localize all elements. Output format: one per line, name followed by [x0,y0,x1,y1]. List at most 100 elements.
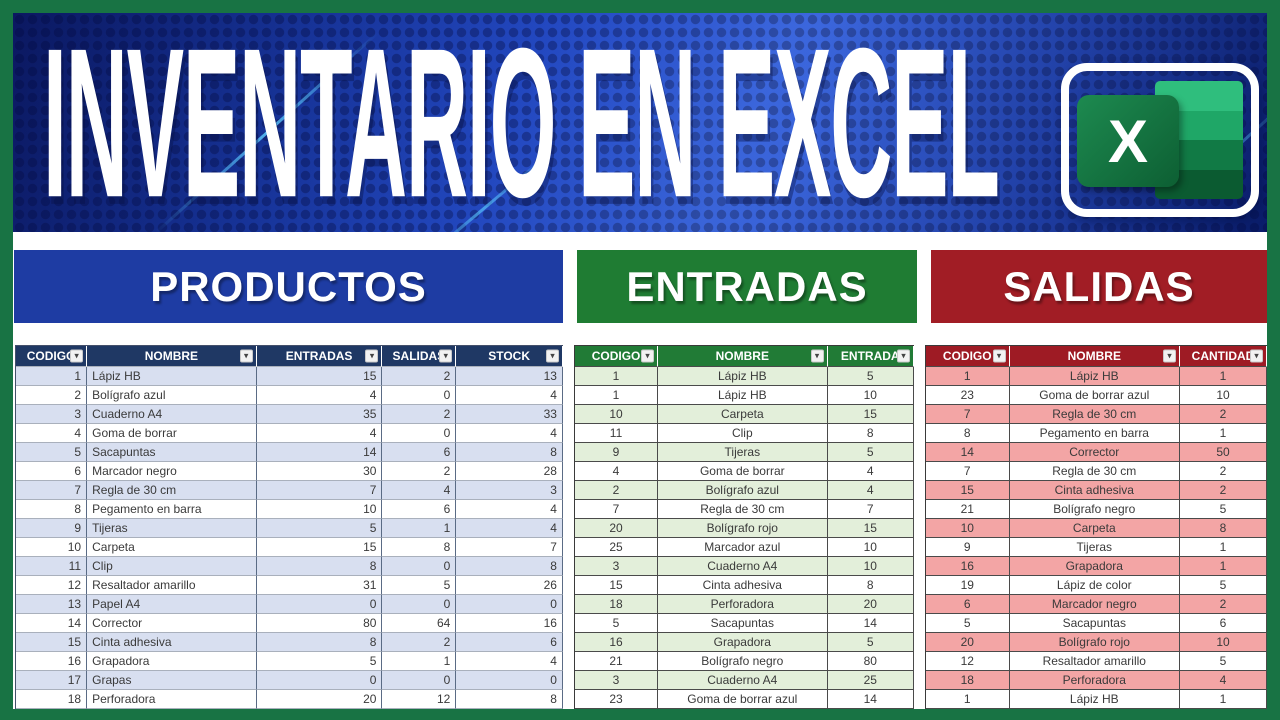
table-row: 14 Corrector 80 64 16 [16,614,563,633]
table-cell: 5 [256,652,383,671]
table-cell: 15 [256,367,383,386]
table-cell: 11 [16,557,88,576]
table-cell: Sacapuntas [87,443,257,462]
table-row: 3 Cuaderno A4 35 2 33 [16,405,563,424]
table-cell: 3 [456,481,563,500]
table-cell: 3 [575,671,659,690]
table-cell: 8 [16,500,88,519]
table-cell: 1 [926,367,1010,386]
table-row: 11 Clip 8 [575,424,914,443]
table-cell: 4 [256,386,383,405]
table-row: 1 Lápiz HB 1 [926,367,1267,386]
table-cell: 2 [575,481,659,500]
column-header-label: NOMBRE [144,349,199,363]
table-cell: 9 [16,519,88,538]
table-row: 5 Sacapuntas 14 6 8 [16,443,563,462]
filter-dropdown-icon[interactable]: ▾ [641,349,655,363]
column-header-label: CANTIDAD [1191,349,1255,363]
table-cell: 1 [1180,424,1267,443]
filter-dropdown-icon[interactable]: ▾ [810,349,824,363]
table-cell: 18 [926,671,1010,690]
table-cell: 1 [1180,538,1267,557]
table-cell: 30 [256,462,383,481]
filter-dropdown-icon[interactable]: ▾ [70,349,84,363]
table-cell: 23 [926,386,1010,405]
table-cell: 7 [827,500,914,519]
table-row: 23 Goma de borrar azul 14 [575,690,914,709]
table-cell: Goma de borrar azul [1009,386,1181,405]
table-cell: 1 [575,386,659,405]
filter-dropdown-icon[interactable]: ▾ [1249,349,1263,363]
table-cell: 0 [256,671,383,690]
table-cell: 15 [926,481,1010,500]
table-row: 11 Clip 8 0 8 [16,557,563,576]
table-cell: Tijeras [658,443,828,462]
salidas-table: CODIGO ▾ NOMBRE ▾ CANTIDAD ▾ 1 Lápiz HB 1 23 Goma … [925,345,1267,709]
table-row: 3 Cuaderno A4 25 [575,671,914,690]
filter-dropdown-icon[interactable]: ▾ [1163,349,1177,363]
column-header-label: ENTRADAS [285,349,353,363]
table-cell: Pegamento en barra [1009,424,1181,443]
table-row: 9 Tijeras 1 [926,538,1267,557]
table-cell: 1 [1180,557,1267,576]
table-cell: 18 [16,690,88,709]
table-cell: Lápiz de color [1009,576,1181,595]
table-cell: Tijeras [1009,538,1181,557]
table-cell: Cuaderno A4 [658,671,828,690]
table-cell: 26 [456,576,563,595]
table-cell: 20 [827,595,914,614]
filter-dropdown-icon[interactable]: ▾ [896,349,910,363]
table-cell: Sacapuntas [1009,614,1181,633]
column-header-label: ENTRADA [840,349,900,363]
table-cell: 12 [382,690,457,709]
table-cell: Marcador negro [87,462,257,481]
table-cell: 8 [456,557,563,576]
table-cell: 9 [575,443,659,462]
table-cell: 2 [1180,595,1267,614]
table-cell: 6 [1180,614,1267,633]
table-cell: Grapas [87,671,257,690]
table-row: 6 Marcador negro 30 2 28 [16,462,563,481]
filter-dropdown-icon[interactable]: ▾ [545,349,559,363]
table-cell: 8 [827,424,914,443]
table-cell: 16 [926,557,1010,576]
table-cell: Resaltador amarillo [1009,652,1181,671]
table-cell: Cinta adhesiva [1009,481,1181,500]
table-row: 10 Carpeta 15 [575,405,914,424]
table-cell: 10 [926,519,1010,538]
table-row: 1 Lápiz HB 5 [575,367,914,386]
table-cell: 16 [16,652,88,671]
table-cell: 15 [256,538,383,557]
table-cell: 10 [827,538,914,557]
table-cell: Regla de 30 cm [658,500,828,519]
table-row: 9 Tijeras 5 1 4 [16,519,563,538]
table-cell: Lápiz HB [658,386,828,405]
table-row: 7 Regla de 30 cm 7 4 3 [16,481,563,500]
table-row: 18 Perforadora 20 12 8 [16,690,563,709]
table-cell: Perforadora [658,595,828,614]
table-cell: 0 [382,595,457,614]
table-cell: 15 [827,405,914,424]
table-row: 16 Grapadora 1 [926,557,1267,576]
column-header-label: CODIGO [591,349,641,363]
filter-dropdown-icon[interactable]: ▾ [239,349,253,363]
table-row: 21 Bolígrafo negro 5 [926,500,1267,519]
table-cell: Tijeras [87,519,257,538]
table-cell: 80 [827,652,914,671]
filter-dropdown-icon[interactable]: ▾ [992,349,1006,363]
column-header-label: SALIDAS [392,349,446,363]
table-cell: 0 [382,557,457,576]
table-cell: Clip [87,557,257,576]
filter-dropdown-icon[interactable]: ▾ [439,349,453,363]
table-row: 14 Corrector 50 [926,443,1267,462]
table-cell: 4 [575,462,659,481]
table-cell: 7 [16,481,88,500]
table-row: 5 Sacapuntas 6 [926,614,1267,633]
filter-dropdown-icon[interactable]: ▾ [365,349,379,363]
table-cell: 15 [575,576,659,595]
table-row: 19 Lápiz de color 5 [926,576,1267,595]
table-cell: 4 [456,424,563,443]
table-cell: 14 [16,614,88,633]
table-cell: Bolígrafo negro [658,652,828,671]
table-cell: 0 [382,424,457,443]
